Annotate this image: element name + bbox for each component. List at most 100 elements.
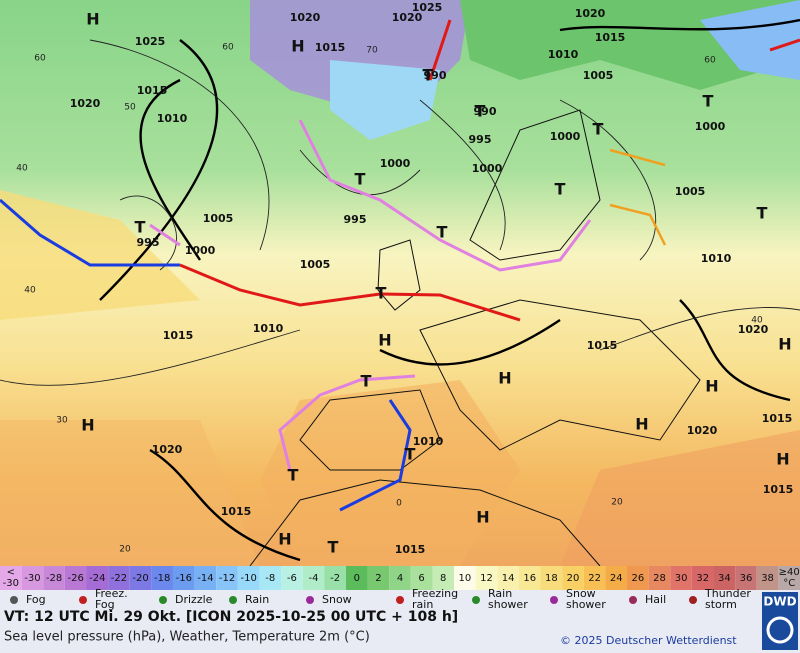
- colorbar-label: 0: [354, 573, 360, 584]
- colorbar-cell: [324, 566, 346, 590]
- pressure-label: 1005: [300, 258, 331, 271]
- colorbar-label: 2: [375, 573, 381, 584]
- colorbar-label: 6: [418, 573, 424, 584]
- pressure-center: H: [705, 377, 718, 396]
- isotherm-label: 0: [396, 499, 402, 509]
- pressure-center: T: [703, 92, 714, 111]
- colorbar-cell: [497, 566, 519, 590]
- pressure-center: H: [291, 37, 304, 56]
- isotherm-label: 40: [24, 286, 36, 296]
- pressure-label: 990: [424, 69, 447, 82]
- colorbar-label: -16: [176, 573, 192, 584]
- isotherm-label: 50: [124, 103, 136, 113]
- legend-label: Freez. Fog: [95, 587, 128, 611]
- colorbar-label: 24: [610, 573, 623, 584]
- legend-icon: [396, 596, 404, 604]
- colorbar-label: -20: [132, 573, 148, 584]
- isotherm-label: 60: [704, 56, 716, 66]
- legend-icon: [306, 596, 314, 604]
- colorbar-cell: [670, 566, 692, 590]
- isotherm-label: 60: [222, 43, 234, 53]
- colorbar-cell: [237, 566, 260, 590]
- pressure-label: 1000: [550, 130, 581, 143]
- colorbar-cell: [778, 566, 800, 590]
- colorbar-label: 26: [631, 573, 644, 584]
- pressure-center: H: [476, 508, 489, 527]
- pressure-label: 1000: [380, 157, 411, 170]
- colorbar-cell: [562, 566, 584, 590]
- pressure-label: 1020: [738, 323, 769, 336]
- legend-label: Thunder storm: [704, 587, 751, 611]
- colorbar-label: 10: [458, 573, 471, 584]
- pressure-label: 1015: [595, 31, 626, 44]
- isotherm-label: 40: [751, 316, 763, 326]
- colorbar-label: 34: [718, 573, 731, 584]
- pressure-label: 1000: [695, 120, 726, 133]
- logo-icon: [766, 616, 794, 644]
- colorbar-cell: [194, 566, 217, 590]
- pressure-label: 1020: [70, 97, 101, 110]
- colorbar-label: 4: [397, 573, 403, 584]
- pressure-label: 1010: [701, 252, 732, 265]
- legend-icon: [79, 596, 87, 604]
- pressure-center: T: [593, 120, 604, 139]
- legend-label: Snow shower: [566, 587, 606, 611]
- colorbar-cell: [367, 566, 390, 590]
- legend-label: Drizzle: [175, 593, 213, 606]
- pressure-center: T: [361, 372, 372, 391]
- pressure-label: 1015: [763, 483, 794, 496]
- colorbar-cell: [302, 566, 325, 590]
- colorbar-label: -30: [24, 573, 40, 584]
- colorbar-cell: [108, 566, 130, 590]
- pressure-center: H: [635, 415, 648, 434]
- colorbar-cell: [756, 566, 779, 590]
- pressure-center: H: [778, 335, 791, 354]
- colorbar-label: 32: [696, 573, 709, 584]
- isotherm-label: 30: [56, 416, 68, 426]
- colorbar-label: -14: [197, 573, 213, 584]
- legend-icon: [159, 596, 167, 604]
- legend-label: Rain: [245, 593, 269, 606]
- pressure-center: T: [757, 204, 768, 223]
- colorbar-cell: [410, 566, 433, 590]
- colorbar-label: <: [7, 567, 15, 578]
- colorbar-cell: [281, 566, 303, 590]
- colorbar-cell: [691, 566, 714, 590]
- pressure-label: 1015: [221, 505, 252, 518]
- legend-icon: [629, 596, 637, 604]
- pressure-center: T: [475, 102, 486, 121]
- colorbar-label: 20: [567, 573, 580, 584]
- colorbar-cell: [129, 566, 152, 590]
- pressure-label: 1000: [185, 244, 216, 257]
- pressure-label: 1015: [163, 329, 194, 342]
- pressure-center: T: [423, 66, 434, 85]
- pressure-label: 1005: [583, 69, 614, 82]
- pressure-label: 1020: [290, 11, 321, 24]
- pressure-center: H: [498, 369, 511, 388]
- colorbar-label: -2: [330, 573, 340, 584]
- dwd-logo: [762, 592, 798, 650]
- colorbar-label: 18: [545, 573, 558, 584]
- pressure-center: T: [376, 284, 387, 303]
- legend-label: Snow: [322, 593, 352, 606]
- colorbar-cell: [345, 566, 368, 590]
- colorbar-cell: [735, 566, 757, 590]
- colorbar-cell: [151, 566, 173, 590]
- pressure-label: 1010: [548, 48, 579, 61]
- pressure-label: 1010: [253, 322, 284, 335]
- pressure-label: 1020: [152, 443, 183, 456]
- pressure-label: 1020: [687, 424, 718, 437]
- colorbar-cell: [627, 566, 649, 590]
- colorbar-label: 30: [675, 573, 688, 584]
- pressure-center: T: [437, 223, 448, 242]
- legend-label: Hail: [645, 593, 666, 606]
- colorbar-label: 22: [588, 573, 601, 584]
- legend-label: Freezing rain: [412, 587, 458, 611]
- isotherm-label: 60: [34, 54, 46, 64]
- colorbar-cell: [454, 566, 476, 590]
- legend-icon: [472, 596, 480, 604]
- colorbar-cell: [583, 566, 606, 590]
- map: [0, 0, 800, 567]
- pressure-label: 1015: [137, 84, 168, 97]
